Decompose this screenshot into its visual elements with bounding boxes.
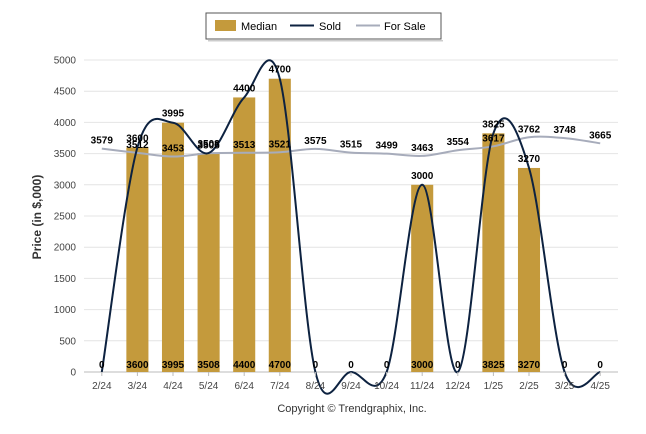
y-axis-label: Price (in $,000) (30, 175, 44, 260)
legend-label-median: Median (241, 21, 277, 33)
x-tick-label: 4/24 (163, 381, 183, 392)
legend-swatch-median (215, 20, 236, 31)
x-tick-label: 2/24 (92, 381, 112, 392)
bar-median (161, 122, 185, 372)
y-tick-label: 1500 (54, 274, 77, 285)
x-tick-label: 10/24 (374, 381, 399, 392)
data-label-median: 3600 (126, 360, 149, 371)
y-tick-label: 2000 (54, 243, 77, 254)
x-tick-label: 11/24 (410, 381, 435, 392)
data-label-sold: 0 (562, 360, 568, 371)
x-tick-label: 4/25 (590, 381, 610, 392)
data-label-sold: 3508 (197, 139, 220, 150)
data-label-for-sale: 3453 (162, 144, 185, 155)
y-tick-label: 3000 (54, 180, 77, 191)
data-label-sold: 0 (99, 360, 105, 371)
x-tick-label: 8/24 (306, 381, 326, 392)
data-label-for-sale: 3505 (197, 140, 220, 151)
data-label-sold: 0 (313, 360, 319, 371)
y-axis-ticks: 0 500 1000 1500 2000 2500 3000 3500 4000 4500 5000 (54, 56, 77, 379)
data-label-sold: 0 (597, 360, 603, 371)
data-label-for-sale: 3515 (340, 140, 363, 151)
y-tick-label: 4500 (54, 87, 77, 98)
data-label-median: 3825 (482, 360, 505, 371)
data-label-for-sale: 3521 (269, 139, 292, 150)
x-axis-ticks: 2/24 3/24 4/24 5/24 6/24 7/24 8/24 9/24 10/24 11/… (92, 372, 610, 392)
bar-median (233, 97, 256, 372)
data-label-sold: 3825 (482, 119, 505, 130)
data-label-median: 4400 (233, 360, 256, 371)
x-tick-label: 2/25 (519, 381, 539, 392)
data-label-median: 3995 (162, 360, 185, 371)
data-label-for-sale: 3579 (91, 136, 114, 147)
data-label-for-sale: 3617 (482, 133, 505, 144)
data-label-for-sale: 3513 (233, 140, 256, 151)
data-label-for-sale: 3762 (518, 124, 541, 135)
data-label-sold: 3995 (162, 109, 185, 120)
data-label-sold: 4400 (233, 83, 256, 94)
y-tick-label: 500 (59, 336, 76, 347)
bar-median (411, 184, 434, 372)
legend-shadow (208, 40, 443, 42)
data-label-sold: 3270 (518, 154, 541, 165)
data-label-for-sale: 3512 (126, 140, 149, 151)
y-tick-label: 1000 (54, 305, 77, 316)
data-label-for-sale: 3499 (375, 141, 398, 152)
bar-median (482, 133, 505, 372)
x-tick-label: 12/24 (445, 381, 470, 392)
lines (100, 59, 601, 395)
legend: Median Sold For Sale (205, 12, 443, 42)
y-tick-label: 4000 (54, 118, 77, 129)
bar-median (197, 153, 220, 372)
line-sold (100, 59, 601, 395)
x-tick-label: 1/25 (484, 381, 504, 392)
y-tick-label: 5000 (54, 56, 77, 67)
data-label-sold: 3600 (126, 133, 149, 144)
data-label-sold: 0 (455, 360, 461, 371)
x-tick-label: 9/24 (341, 381, 361, 392)
data-label-sold: 3000 (411, 171, 434, 182)
x-tick-label: 5/24 (199, 381, 219, 392)
data-labels: 3579 3512 3453 3505 3513 3521 3575 3515 3499 3463… (91, 65, 612, 371)
data-label-median: 3000 (411, 360, 434, 371)
legend-label-for-sale: For Sale (384, 21, 426, 33)
data-label-sold: 4700 (269, 65, 292, 76)
legend-label-sold: Sold (319, 21, 341, 33)
data-label-sold: 0 (348, 360, 354, 371)
data-label-for-sale: 3748 (553, 125, 576, 136)
bars-median (126, 78, 541, 372)
x-tick-label: 7/24 (270, 381, 290, 392)
bar-median (126, 147, 149, 372)
data-label-sold: 0 (384, 360, 390, 371)
x-tick-label: 3/24 (128, 381, 148, 392)
footer-copyright: Copyright © Trendgraphix, Inc. (277, 403, 426, 415)
data-label-median: 3270 (518, 360, 541, 371)
y-tick-label: 2500 (54, 212, 77, 223)
data-label-for-sale: 3665 (589, 130, 612, 141)
x-tick-label: 6/24 (234, 381, 254, 392)
data-label-for-sale: 3575 (304, 136, 327, 147)
bar-median (517, 167, 541, 372)
y-tick-label: 0 (70, 368, 76, 379)
data-label-median: 4700 (269, 360, 292, 371)
data-label-for-sale: 3463 (411, 143, 434, 154)
data-label-for-sale: 3554 (447, 137, 470, 148)
data-label-median: 3508 (197, 360, 220, 371)
y-tick-label: 3500 (54, 149, 77, 160)
legend-box (205, 12, 442, 40)
x-tick-label: 3/25 (555, 381, 575, 392)
